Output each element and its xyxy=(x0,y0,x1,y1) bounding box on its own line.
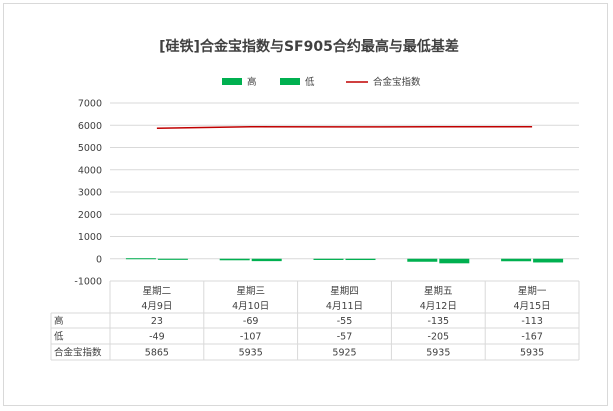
y-tick-label: 5000 xyxy=(78,143,102,154)
table-row-label: 高 xyxy=(54,315,64,327)
x-tick-label-day: 星期四 xyxy=(330,286,359,297)
x-tick-label-date: 4月12日 xyxy=(420,301,457,312)
legend-label: 低 xyxy=(305,76,315,88)
table-cell: 5935 xyxy=(239,348,263,359)
legend: 高 低 合金宝指数 xyxy=(222,76,421,88)
table-cell: -205 xyxy=(428,332,450,343)
x-tick-label-day: 星期五 xyxy=(424,286,453,297)
x-tick-label-date: 4月11日 xyxy=(326,301,363,312)
table-cell: -167 xyxy=(521,332,543,343)
bar xyxy=(219,258,250,261)
table-row-label: 低 xyxy=(54,331,64,343)
table-cell: -57 xyxy=(337,332,353,343)
bar xyxy=(407,258,438,262)
bar xyxy=(345,258,376,261)
legend-swatch xyxy=(280,78,300,85)
bar xyxy=(313,258,344,260)
x-tick-label-day: 星期二 xyxy=(143,286,172,297)
bar xyxy=(439,258,470,264)
x-tick-label-day: 星期三 xyxy=(236,286,265,297)
chart-title: [硅铁]合金宝指数与SF905合约最高与最低基差 xyxy=(159,38,459,55)
bar xyxy=(157,258,188,260)
table-cell: -135 xyxy=(428,316,450,327)
table-cell: 5865 xyxy=(145,348,169,359)
bar xyxy=(125,258,156,260)
table-cell: 5935 xyxy=(520,348,544,359)
table-cell: -113 xyxy=(521,316,543,327)
table-cell: -49 xyxy=(149,332,165,343)
legend-swatch xyxy=(222,78,242,85)
y-axis: 7000 6000 5000 4000 3000 2000 1000 0 -1000 xyxy=(74,99,102,288)
table-cell: 5925 xyxy=(332,348,356,359)
table-cell: 5935 xyxy=(426,348,450,359)
chart-frame: [硅铁]合金宝指数与SF905合约最高与最低基差 高低合金宝指数 7000 600… xyxy=(3,3,608,406)
y-tick-label: 6000 xyxy=(78,121,102,132)
y-tick-label: 0 xyxy=(96,254,102,265)
data-table: 星期二 4月9日 星期三 4月10日 星期四 4月11日 星期五 4月12日 星期一 4月15日高… xyxy=(50,281,580,361)
table-cell: -107 xyxy=(240,332,262,343)
table-cell: -69 xyxy=(243,316,259,327)
table-row-label: 合金宝指数 xyxy=(54,347,102,359)
gridlines xyxy=(110,102,579,282)
x-tick-label-day: 星期一 xyxy=(518,286,547,297)
index-line xyxy=(156,125,533,130)
x-tick-label-date: 4月15日 xyxy=(514,301,551,312)
y-tick-label: 1000 xyxy=(78,232,102,243)
legend-label: 合金宝指数 xyxy=(373,76,421,88)
bar xyxy=(251,258,282,262)
y-tick-label: 7000 xyxy=(78,99,102,110)
table-cell: -55 xyxy=(337,316,353,327)
index-line-path xyxy=(156,125,533,130)
legend-label: 高 xyxy=(247,76,257,88)
x-tick-label-date: 4月10日 xyxy=(232,301,269,312)
bar xyxy=(501,258,532,262)
y-tick-label: 2000 xyxy=(78,210,102,221)
table-cell: 23 xyxy=(151,316,163,327)
bars xyxy=(125,258,564,264)
x-tick-label-date: 4月9日 xyxy=(141,301,172,312)
y-tick-label: -1000 xyxy=(74,277,102,288)
y-tick-label: 4000 xyxy=(78,165,102,176)
chart-svg: [硅铁]合金宝指数与SF905合约最高与最低基差 高低合金宝指数 7000600… xyxy=(50,38,580,361)
bar xyxy=(533,258,564,263)
y-tick-label: 3000 xyxy=(78,188,102,199)
